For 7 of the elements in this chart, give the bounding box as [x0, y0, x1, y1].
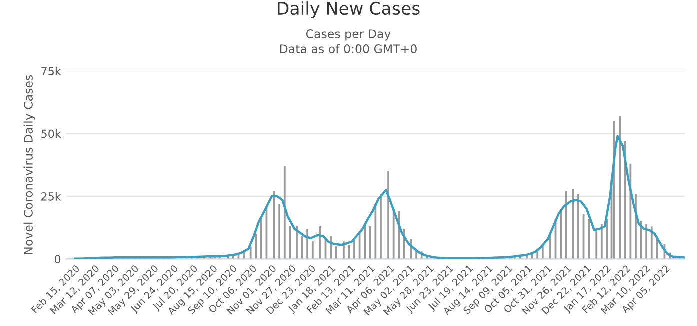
- y-tick-label: 50k: [42, 130, 62, 138]
- chart-title: Daily New Cases: [278, 2, 420, 18]
- y-tick-label: 75k: [42, 66, 62, 76]
- y-axis-title: Novel Coronavirus Daily Cases: [24, 75, 36, 254]
- y-tick-label: 0: [55, 255, 61, 264]
- y-tick-label: 25k: [42, 192, 62, 201]
- chart-subtitle: Cases per Day Data as of 0:00 GMT+0: [280, 30, 417, 54]
